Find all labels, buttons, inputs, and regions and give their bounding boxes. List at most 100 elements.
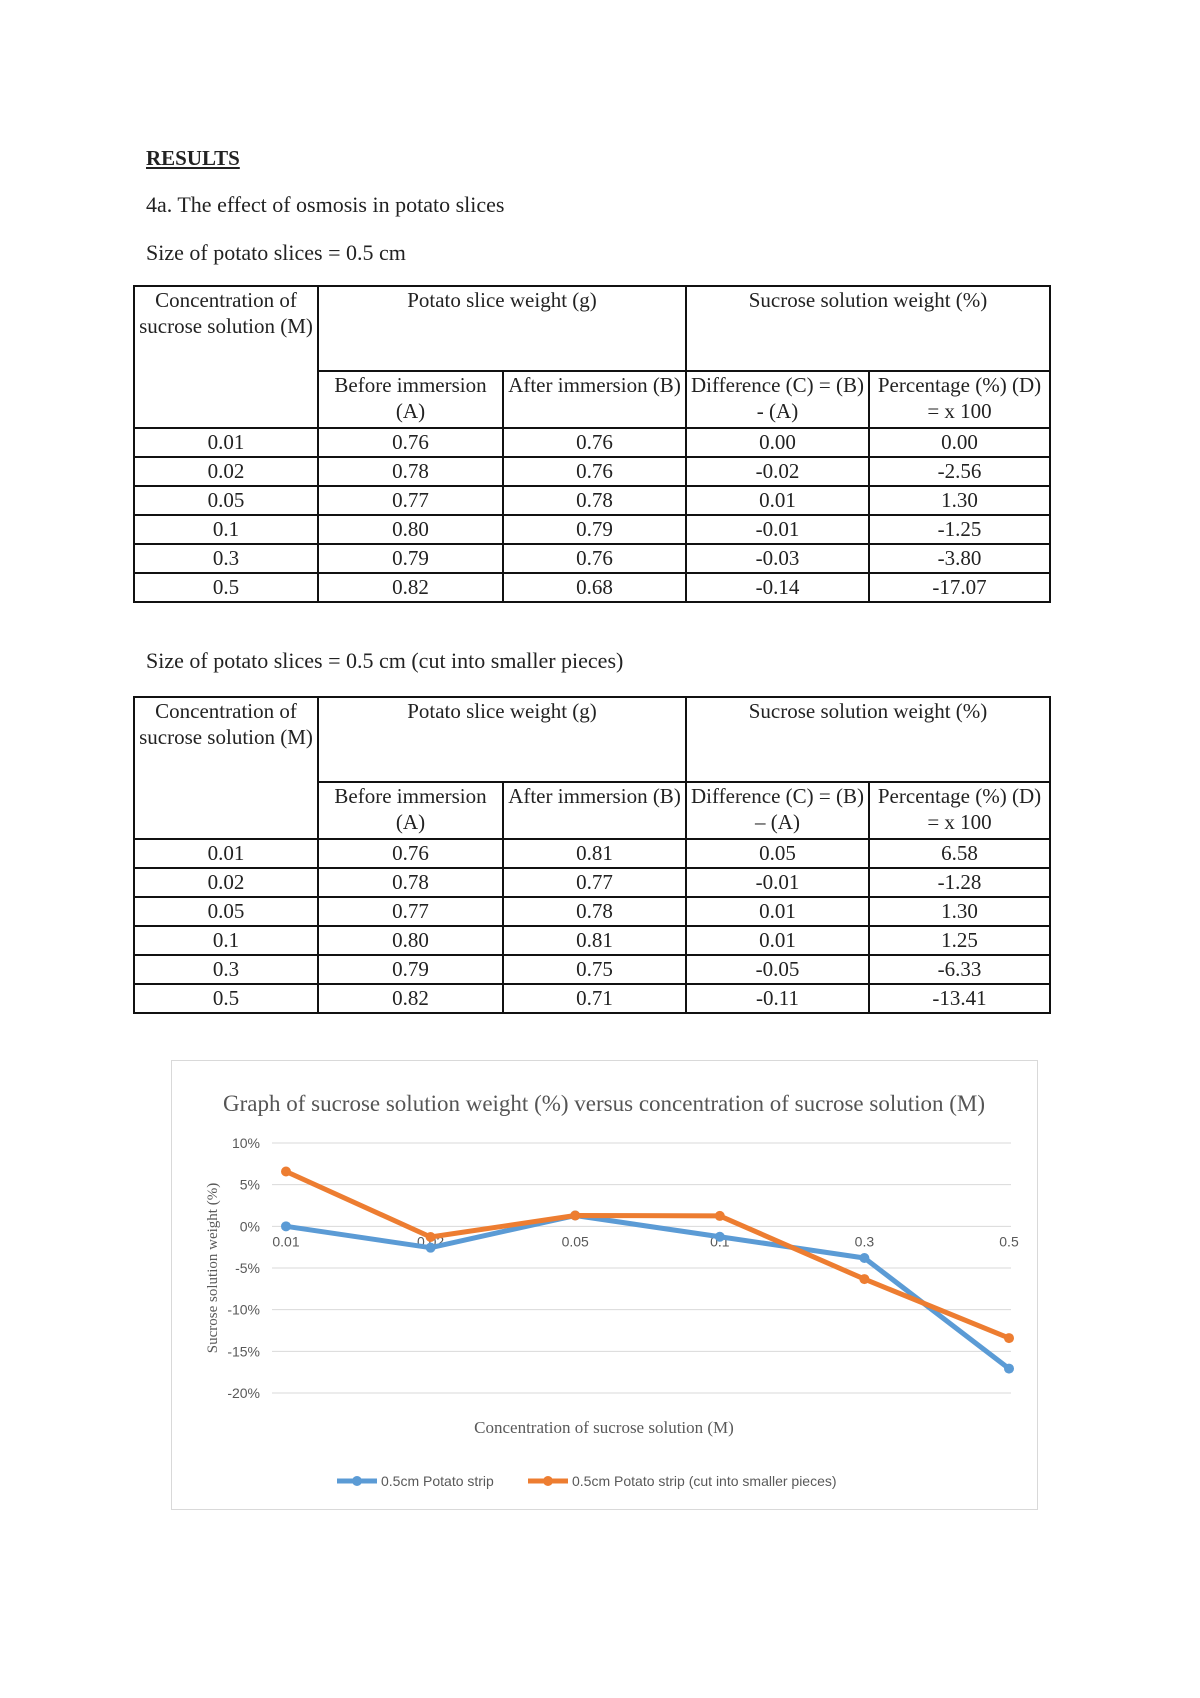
table-cell: 0.80 xyxy=(317,925,504,956)
table-row: 0.05 0.77 0.78 0.01 1.30 xyxy=(133,485,1051,516)
header-potato-weight: Potato slice weight (g) xyxy=(317,285,687,372)
data-point xyxy=(425,1232,436,1242)
header-percentage: Percentage (%) (D) = x 100 xyxy=(868,370,1051,429)
table-cell: 0.80 xyxy=(317,514,504,545)
x-tick-label: 0.01 xyxy=(272,1233,299,1249)
y-tick-label: 10% xyxy=(232,1135,260,1151)
table-cell: -0.11 xyxy=(685,983,870,1014)
y-tick-label: -15% xyxy=(227,1343,260,1359)
table-cell: 0.79 xyxy=(502,514,687,545)
x-tick-label: 0.3 xyxy=(855,1233,875,1249)
header-after: After immersion (B) xyxy=(502,370,687,429)
table-cell: -0.03 xyxy=(685,543,870,574)
line-chart: Graph of sucrose solution weight (%) ver… xyxy=(171,1060,1038,1510)
table-cell: 0.81 xyxy=(502,925,687,956)
table-cell: 0.82 xyxy=(317,572,504,603)
table-cell: 0.78 xyxy=(502,896,687,927)
results-heading: RESULTS xyxy=(146,146,240,170)
data-point xyxy=(425,1242,436,1253)
series-line-0 xyxy=(285,1213,1011,1371)
table-row: 0.02 0.78 0.76 -0.02 -2.56 xyxy=(133,456,1051,487)
table-row: 0.1 0.80 0.81 0.01 1.25 xyxy=(133,925,1051,956)
table-cell: 0.68 xyxy=(502,572,687,603)
data-point xyxy=(1004,1333,1014,1344)
table-cell: -13.41 xyxy=(868,983,1051,1014)
table-cell: 0.3 xyxy=(133,543,319,574)
table-cell: 0.01 xyxy=(133,838,319,869)
table-cell: 1.30 xyxy=(868,896,1051,927)
data-point xyxy=(714,1210,725,1221)
table-cell: -2.56 xyxy=(868,456,1051,487)
table-cell: 0.71 xyxy=(502,983,687,1014)
table-cell: 0.1 xyxy=(133,925,319,956)
y-tick-label: -10% xyxy=(227,1302,260,1318)
data-point xyxy=(714,1231,725,1242)
chart-title: Graph of sucrose solution weight (%) ver… xyxy=(223,1091,985,1116)
table-cell: 0.78 xyxy=(317,456,504,487)
table-cell: 0.01 xyxy=(133,427,319,458)
table-cell: -6.33 xyxy=(868,954,1051,985)
header-percentage: Percentage (%) (D) = x 100 xyxy=(868,781,1051,840)
table-cell: 0.79 xyxy=(317,543,504,574)
table-cell: 0.77 xyxy=(502,867,687,898)
y-tick-label: 5% xyxy=(240,1177,260,1193)
header-before: Before immersion (A) xyxy=(317,781,504,840)
table-cell: 0.75 xyxy=(502,954,687,985)
data-point xyxy=(1004,1363,1014,1374)
legend-marker xyxy=(543,1476,553,1486)
table-cell: 1.25 xyxy=(868,925,1051,956)
table-cell: 0.77 xyxy=(317,896,504,927)
table-cell: 0.02 xyxy=(133,456,319,487)
table-cell: 0.01 xyxy=(685,485,870,516)
chart-svg: Graph of sucrose solution weight (%) ver… xyxy=(205,1091,1019,1489)
table-row: 0.1 0.80 0.79 -0.01 -1.25 xyxy=(133,514,1051,545)
table-cell: 0.01 xyxy=(685,925,870,956)
y-tick-label: -5% xyxy=(235,1260,260,1276)
table-row: 0.05 0.77 0.78 0.01 1.30 xyxy=(133,896,1051,927)
table-cell: -0.14 xyxy=(685,572,870,603)
table-row: 0.5 0.82 0.71 -0.11 -13.41 xyxy=(133,983,1051,1014)
x-axis-title: Concentration of sucrose solution (M) xyxy=(474,1418,734,1437)
table-cell: 0.81 xyxy=(502,838,687,869)
data-point xyxy=(281,1221,291,1232)
table-cell: 0.01 xyxy=(685,896,870,927)
table-cell: 0.5 xyxy=(133,983,319,1014)
legend-marker xyxy=(352,1476,362,1486)
data-point xyxy=(859,1253,870,1263)
table-cell: 0.00 xyxy=(868,427,1051,458)
table-cell: 0.1 xyxy=(133,514,319,545)
results-table-1: Concentration of sucrose solution (M) Po… xyxy=(133,285,1051,603)
table-cell: -1.28 xyxy=(868,867,1051,898)
table-cell: 0.3 xyxy=(133,954,319,985)
table-cell: 0.05 xyxy=(685,838,870,869)
table-cell: 0.76 xyxy=(502,456,687,487)
table-cell: 0.02 xyxy=(133,867,319,898)
table-row: 0.01 0.76 0.81 0.05 6.58 xyxy=(133,838,1051,869)
header-sucrose-weight: Sucrose solution weight (%) xyxy=(685,285,1051,372)
data-point xyxy=(570,1210,581,1221)
table-row: 0.01 0.76 0.76 0.00 0.00 xyxy=(133,427,1051,458)
data-point xyxy=(281,1166,291,1177)
legend-label: 0.5cm Potato strip (cut into smaller pie… xyxy=(572,1473,837,1489)
header-concentration: Concentration of sucrose solution (M) xyxy=(133,696,319,840)
table-cell: 0.5 xyxy=(133,572,319,603)
table-cell: 0.05 xyxy=(133,485,319,516)
table-cell: -0.05 xyxy=(685,954,870,985)
header-before: Before immersion (A) xyxy=(317,370,504,429)
table-row: 0.3 0.79 0.75 -0.05 -6.33 xyxy=(133,954,1051,985)
table-cell: 0.82 xyxy=(317,983,504,1014)
header-difference: Difference (C) = (B) - (A) xyxy=(685,370,870,429)
table-cell: 0.00 xyxy=(685,427,870,458)
table-row: 0.3 0.79 0.76 -0.03 -3.80 xyxy=(133,543,1051,574)
header-sucrose-weight: Sucrose solution weight (%) xyxy=(685,696,1051,783)
table-cell: -17.07 xyxy=(868,572,1051,603)
table-cell: -0.01 xyxy=(685,514,870,545)
table-cell: 1.30 xyxy=(868,485,1051,516)
header-after: After immersion (B) xyxy=(502,781,687,840)
y-tick-label: 0% xyxy=(240,1218,260,1234)
table-row: 0.5 0.82 0.68 -0.14 -17.07 xyxy=(133,572,1051,603)
table-cell: -1.25 xyxy=(868,514,1051,545)
table-cell: -0.01 xyxy=(685,867,870,898)
table-cell: 0.77 xyxy=(317,485,504,516)
